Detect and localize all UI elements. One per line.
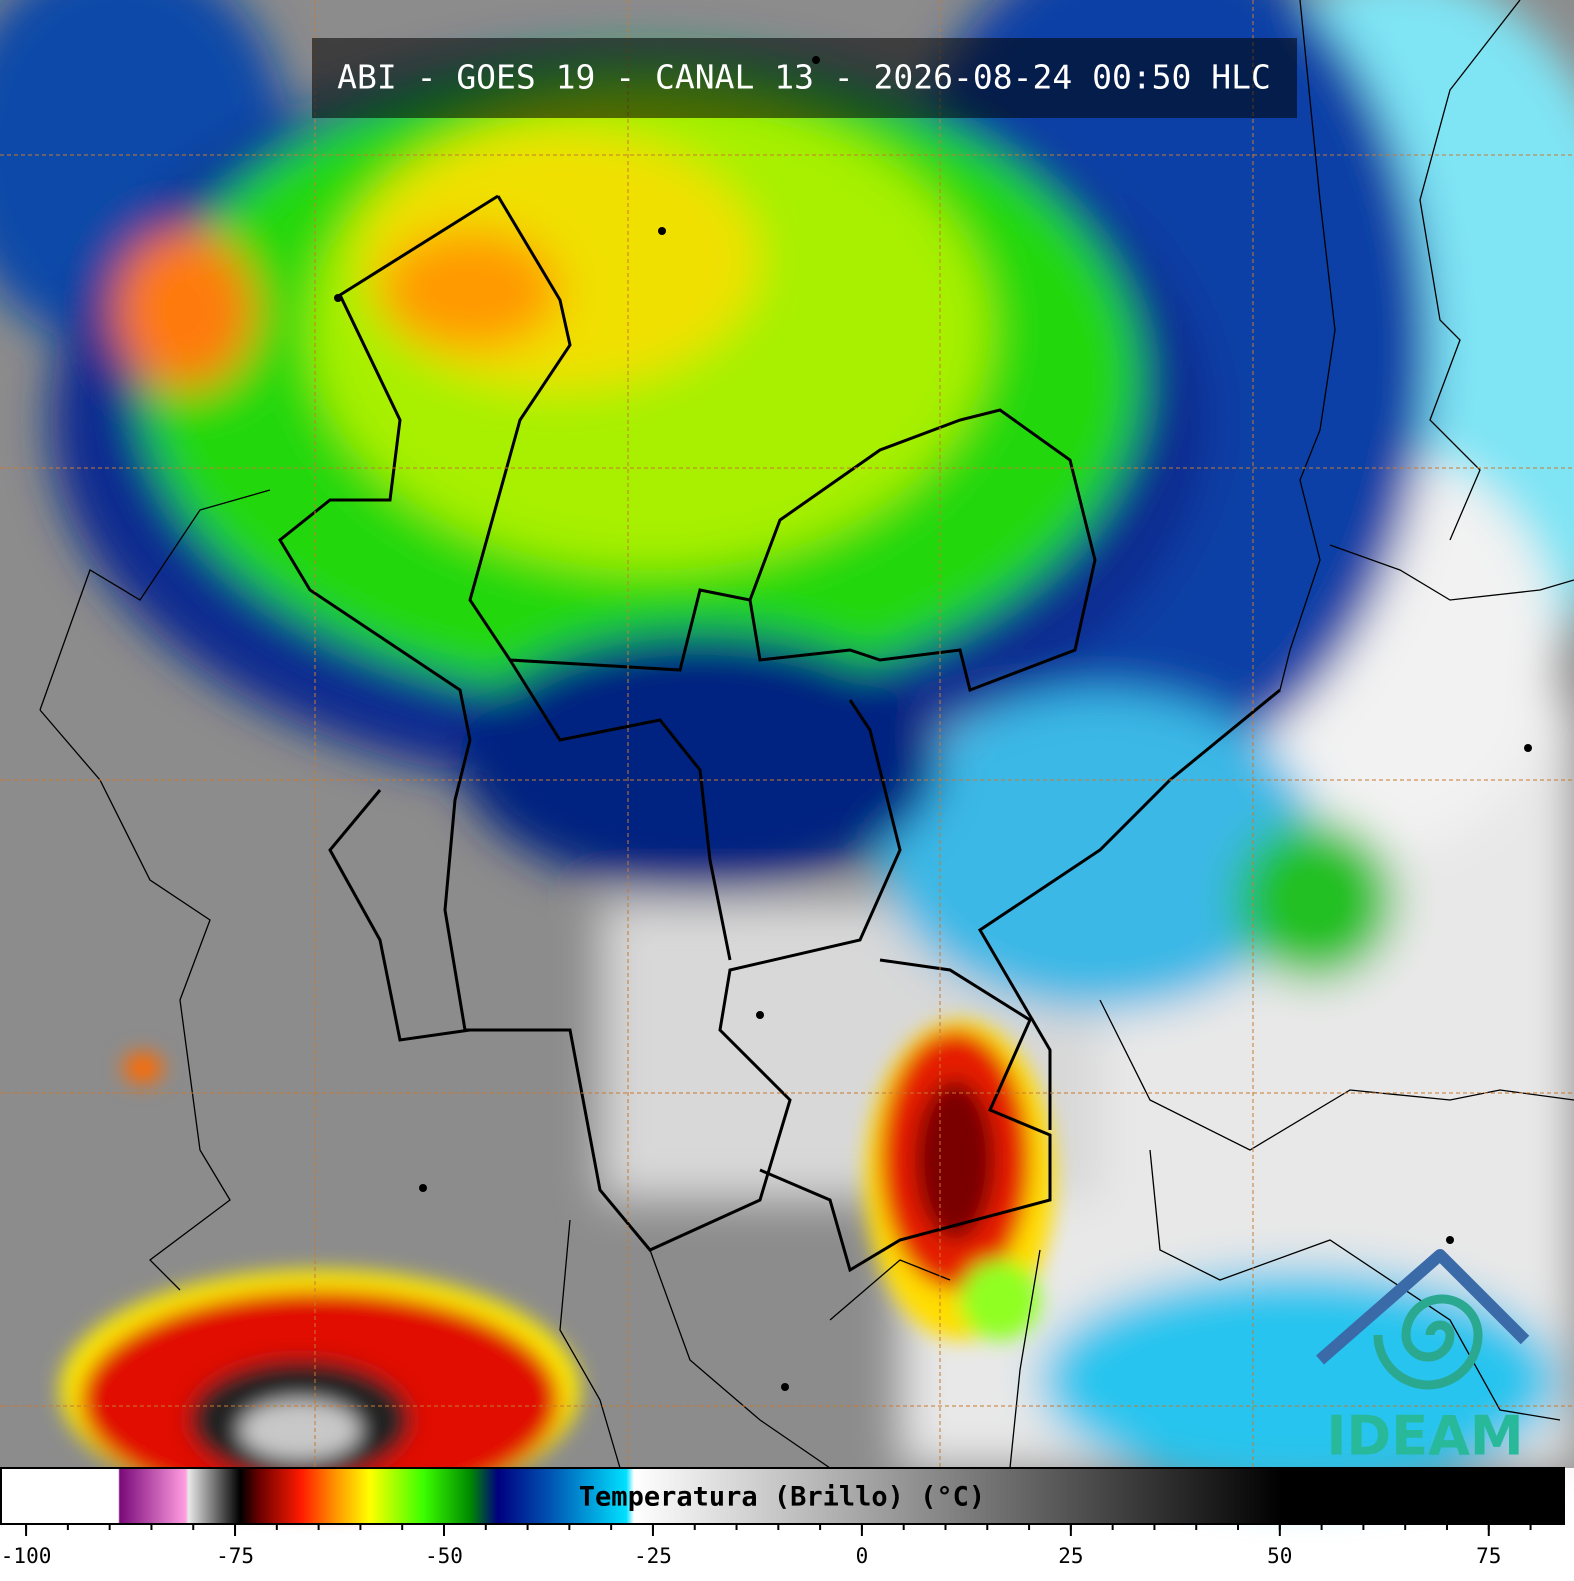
map-shape [334,294,342,302]
map-shape [1235,820,1395,980]
tick-label: 50 [1267,1544,1292,1568]
map-shape [460,630,940,890]
map-shape [1099,999,1574,1151]
map-shape [1316,1249,1530,1365]
map-shape [0,0,1574,1490]
map-shape [39,489,271,711]
map-shape [1279,0,1336,691]
map-shape [1009,1249,1041,1469]
map-shape [960,1260,1040,1340]
map-shape [1373,1294,1483,1390]
tick-label: 75 [1476,1544,1501,1568]
map-shape [60,1020,1055,1510]
map-shape [781,1383,789,1391]
colorbar-axis: -100 -75 -50 -25 0 25 50 75 [1,1524,1532,1568]
map-shape [759,958,1052,1273]
map-shape [658,227,666,235]
map-shape [1149,1149,1561,1421]
map-shape [915,1080,995,1240]
title-box [312,38,1297,118]
map-shape [39,709,231,1291]
map-shape [1373,1294,1483,1390]
tick-label: 0 [856,1544,869,1568]
map-shape [468,195,1097,693]
tick-label: -50 [425,1544,463,1568]
map-shape [278,194,1281,1273]
tick-label: -75 [216,1544,254,1568]
map-shape [829,1259,951,1321]
map-shape [240,1400,360,1460]
map-shape [39,0,1574,1469]
map-shape [1524,744,1532,752]
title: ABI - GOES 19 - CANAL 13 - 2026-08-24 00… [337,58,1271,97]
tick-label: -25 [634,1544,672,1568]
colorbar-label: Temperatura (Brillo) (°C) [579,1482,985,1513]
map-shape [328,789,471,1042]
map-shape [334,56,1532,1391]
tick-label: -100 [1,1544,52,1568]
colorbar [0,1467,1565,1525]
map-shape [123,1052,163,1084]
tick-label: 25 [1058,1544,1083,1568]
map-shape [649,1249,831,1469]
map-shape [508,659,732,961]
map-shape [1316,1249,1530,1365]
map-shape [1446,1236,1454,1244]
map-shape [380,230,560,350]
map-shape [1419,0,1521,541]
map-shape [756,1011,764,1019]
map-shape [115,230,255,390]
map-shape [977,688,1281,1130]
logo-text: IDEAM [1326,1405,1523,1468]
map-shape [559,1219,621,1469]
map-shape [1329,544,1574,601]
map-shape [0,0,1574,1468]
map-imagery [0,0,1574,1510]
map-shape [419,1184,427,1192]
